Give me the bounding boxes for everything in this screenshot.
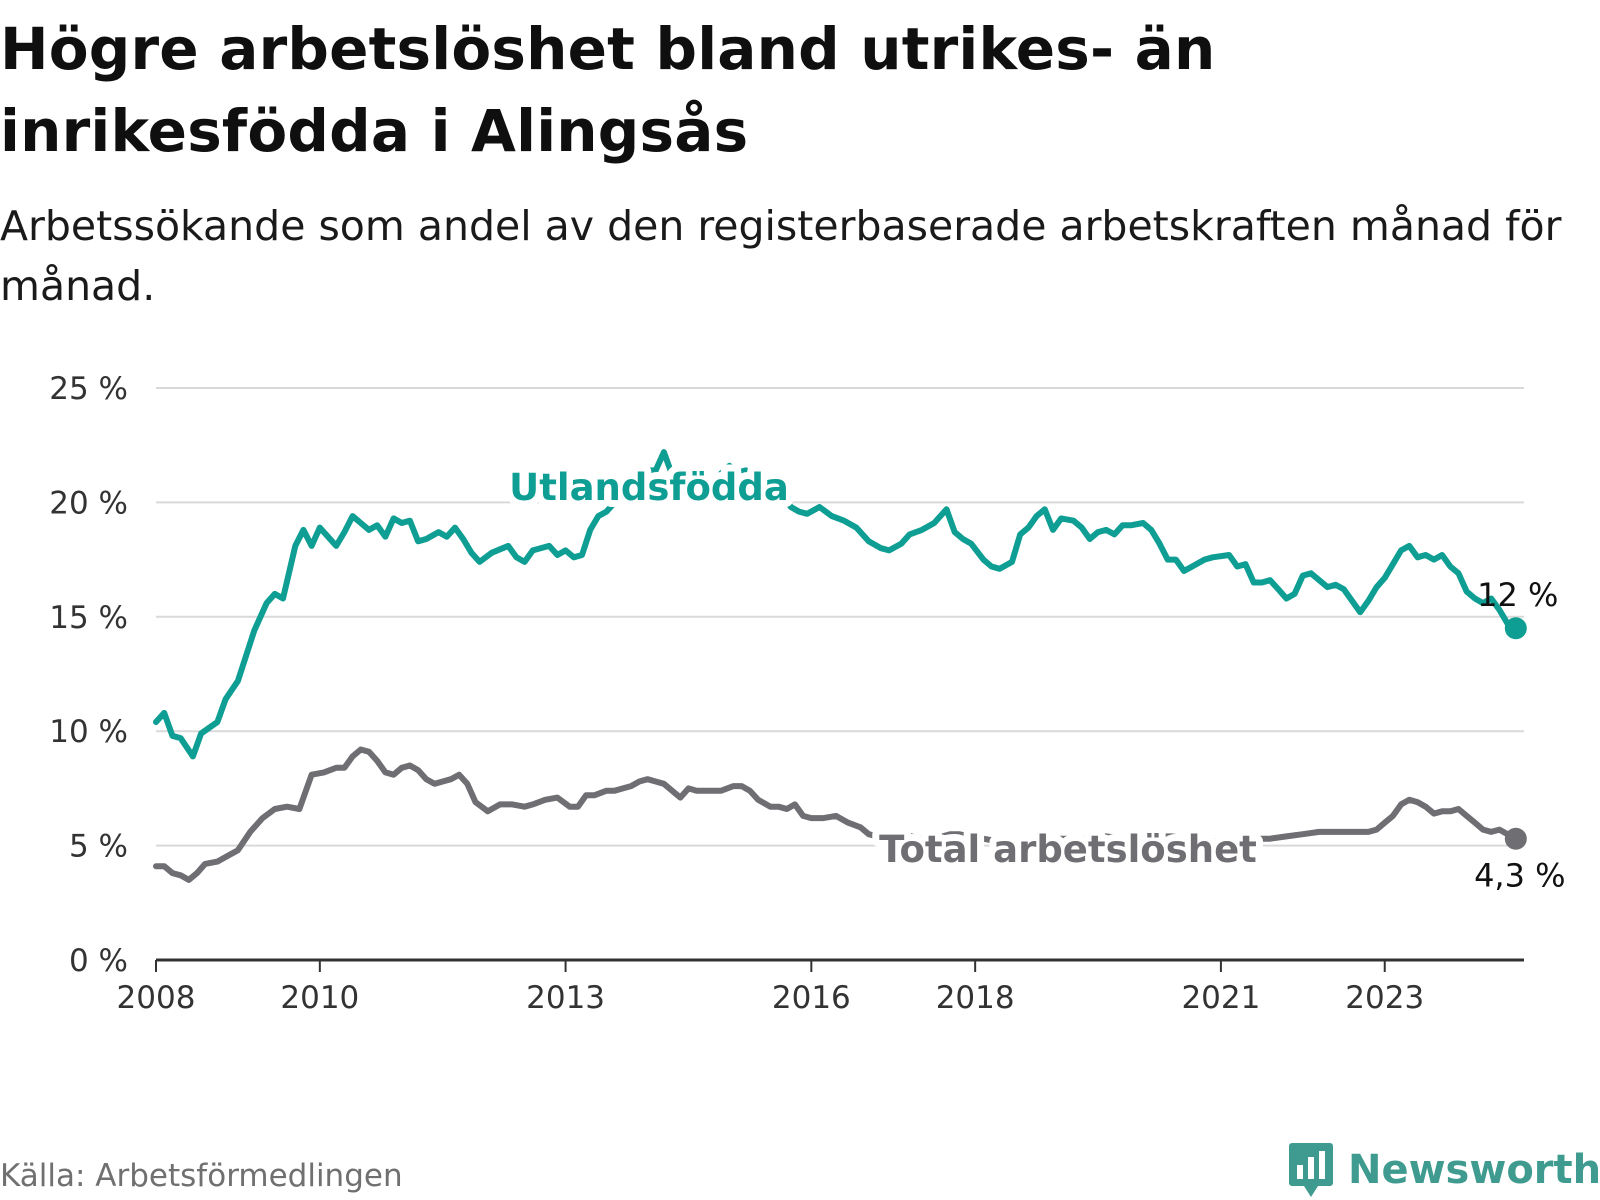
x-tick-label: 2010 bbox=[280, 980, 359, 1016]
chart-subtitle: Arbetssökande som andel av den registerb… bbox=[0, 202, 1562, 310]
utlandsfodda-end-dot bbox=[1504, 617, 1527, 640]
y-axis: 0 % 5 % 10 % 15 % 20 % 25 % bbox=[49, 371, 128, 979]
x-tick-label: 2013 bbox=[526, 980, 605, 1016]
source-note: Källa: Arbetsförmedlingen bbox=[0, 1158, 403, 1194]
y-tick-label: 20 % bbox=[49, 485, 128, 521]
x-axis: 2008 2010 2013 2016 2018 2021 2023 bbox=[117, 958, 1524, 1016]
total-arbetsloshet-line bbox=[153, 746, 1519, 883]
brand-logo[interactable]: Newsworthy bbox=[1288, 1140, 1600, 1200]
bar-chart-badge-icon bbox=[1289, 1143, 1333, 1197]
y-tick-label: 25 % bbox=[49, 371, 128, 407]
total-arbetsloshet-end-dot bbox=[1504, 827, 1527, 850]
x-tick-label: 2008 bbox=[117, 980, 196, 1016]
utlandsfodda-series-label: Utlandsfödda bbox=[509, 466, 789, 509]
total-series-label: Total arbetslöshet bbox=[879, 828, 1257, 871]
chart-title: Högre arbetslöshet bland utrikes- än inr… bbox=[0, 15, 1216, 165]
x-tick-label: 2021 bbox=[1181, 980, 1260, 1016]
utlandsfodda-end-value: 12 % bbox=[1477, 576, 1558, 614]
y-tick-label: 15 % bbox=[49, 600, 128, 636]
x-tick-label: 2016 bbox=[772, 980, 851, 1016]
y-tick-label: 5 % bbox=[69, 829, 128, 865]
x-tick-label: 2023 bbox=[1345, 980, 1424, 1016]
series-labels: Utlandsfödda Total arbetslöshet 12 % 4,3 % bbox=[502, 459, 1565, 895]
utlandsfodda-line bbox=[153, 449, 1519, 760]
x-tick-label: 2018 bbox=[936, 980, 1015, 1016]
y-tick-label: 10 % bbox=[49, 714, 128, 750]
brand-name: Newsworthy bbox=[1348, 1147, 1600, 1193]
total-end-value: 4,3 % bbox=[1474, 857, 1565, 895]
grid-lines bbox=[156, 387, 1524, 847]
series-lines bbox=[153, 449, 1527, 883]
y-tick-label: 0 % bbox=[69, 943, 128, 979]
